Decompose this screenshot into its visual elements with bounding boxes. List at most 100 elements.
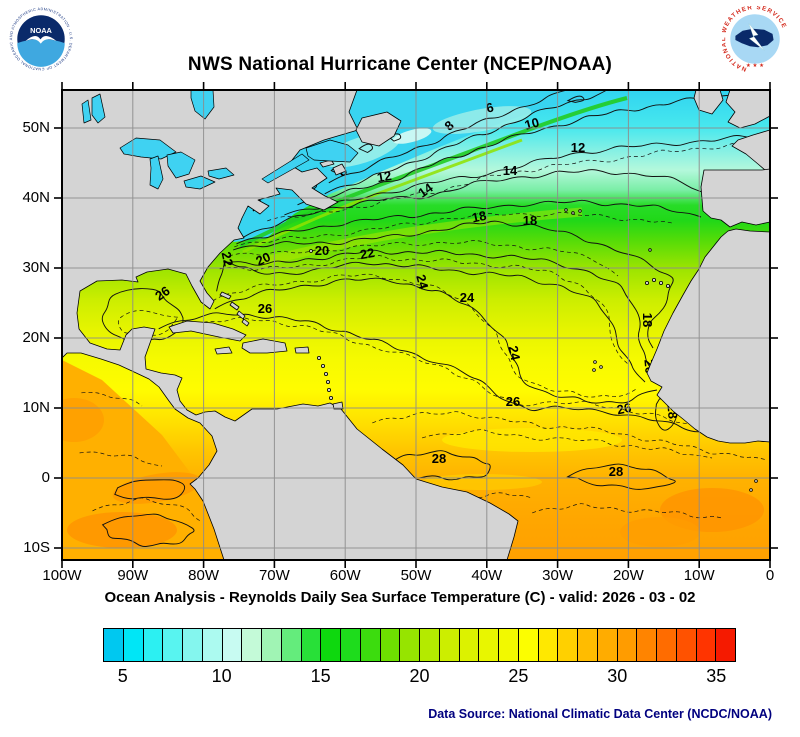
colorbar-cell [262, 629, 282, 661]
isotherm-label: 24 [506, 344, 524, 362]
isotherm-dashed [81, 392, 143, 407]
isotherm-solid [328, 90, 568, 184]
land-jamaica [214, 346, 233, 355]
isotherm-label: 24 [460, 290, 475, 305]
lon-label: 60W [329, 567, 361, 584]
lon-label: 30W [542, 567, 574, 584]
colorbar-cell [499, 629, 519, 661]
lon-label: 0 [765, 567, 775, 584]
isotherm-label: 20 [253, 249, 272, 269]
isotherm-dashed [234, 211, 673, 248]
isotherm-solid [566, 95, 585, 103]
colorbar-cell [420, 629, 440, 661]
colorbar-tick-label: 20 [409, 666, 430, 686]
nws-stars: ★ ★ ★ [746, 62, 764, 69]
isotherm-dashed [422, 429, 713, 459]
isotherm-solid [158, 312, 770, 442]
colorbar-tick-label: 25 [508, 666, 529, 686]
isotherm-label: 18 [640, 313, 655, 327]
colorbar-cell [578, 629, 598, 661]
isotherm-label: 24 [413, 273, 431, 292]
isotherm-solid [384, 450, 491, 481]
noaa-logo: NATIONAL OCEANIC AND ATMOSPHERIC ADMINIS… [8, 6, 72, 71]
isotherm-label: 18 [470, 208, 487, 226]
isotherm-solid [214, 277, 658, 404]
noaa-seagull-icon [25, 36, 57, 44]
isotherm-dashed [117, 310, 179, 336]
isotherm-label: 28 [609, 464, 623, 479]
land-small-islands [309, 208, 758, 492]
nws-logo: NATIONAL WEATHER SERVICE ★ ★ ★ [722, 6, 787, 72]
isotherm-solid [324, 90, 608, 195]
colorbar-cell [597, 629, 618, 661]
temperature-colorbar [103, 628, 736, 662]
colorbar-cell [341, 629, 361, 661]
isotherm-label: 26 [615, 400, 632, 418]
colorbar-tick-label: 15 [310, 666, 331, 686]
lon-label: 10W [683, 567, 715, 584]
lake-huron [166, 151, 196, 179]
page-title: NWS National Hurricane Center (NCEP/NOAA… [187, 54, 613, 75]
lake-erie [183, 175, 216, 190]
isotherm-dashed [228, 240, 619, 277]
lake-winnipeg [81, 93, 106, 124]
james-bay [190, 90, 215, 120]
lat-label: 40N [22, 189, 50, 206]
colorbar-cell [538, 629, 559, 661]
isotherm-label: 12 [376, 168, 393, 185]
colorbar-cell [183, 629, 203, 661]
colorbar-cell [143, 629, 164, 661]
colorbar-cell [202, 629, 223, 661]
colorbar-cell [518, 629, 539, 661]
isotherm-label: 20 [315, 243, 329, 258]
lat-label: 50N [22, 119, 50, 136]
land-newfoundland [355, 111, 402, 147]
isotherm-label: 28 [432, 451, 446, 466]
land-puerto-rico [294, 346, 310, 354]
colorbar-cell [163, 629, 183, 661]
colorbar-cell [123, 629, 144, 661]
map-caption: Ocean Analysis - Reynolds Daily Sea Surf… [104, 589, 696, 606]
land-africa [646, 228, 770, 444]
isotherm-label: 14 [503, 163, 518, 178]
land-trinidad [332, 401, 344, 410]
data-source-note: Data Source: National Climatic Data Cent… [428, 707, 772, 721]
isotherm-label: 18 [523, 213, 537, 228]
colorbar-cell [676, 629, 697, 661]
colorbar-cell [222, 629, 243, 661]
landmasses [62, 90, 770, 560]
colorbar-tick-label: 30 [607, 666, 628, 686]
isotherm-dashed [532, 503, 723, 519]
colorbar-cell [281, 629, 302, 661]
isotherm-label: 22 [219, 250, 237, 267]
isotherm-dashed [267, 139, 770, 222]
colorbar-cell [558, 629, 578, 661]
isotherm-solid [101, 513, 195, 547]
lon-label: 100W [42, 567, 82, 584]
isotherm-label: 26 [258, 301, 272, 316]
lon-label: 90W [117, 567, 149, 584]
lat-label: 20N [22, 329, 50, 346]
lat-label: 10N [22, 399, 50, 416]
lat-label: 10S [23, 539, 50, 556]
isotherm-dashed [372, 411, 768, 461]
isotherm-solid [114, 479, 186, 500]
isotherm-contours [79, 90, 770, 547]
land-americas [62, 90, 519, 560]
isotherm-dashed [190, 317, 753, 439]
colorbar-cell [657, 629, 677, 661]
lon-label: 50W [400, 567, 432, 584]
isotherm-label: 12 [571, 140, 585, 155]
colorbar-cell [459, 629, 480, 661]
colorbar-tick-label: 10 [211, 666, 232, 686]
colorbar-cell [439, 629, 460, 661]
colorbar-cell [301, 629, 322, 661]
colorbar-cell [400, 629, 420, 661]
isotherm-solid [240, 169, 703, 240]
isotherm-dashed [219, 255, 629, 365]
lat-label: 0 [41, 469, 50, 486]
isotherm-solid [284, 134, 770, 216]
colorbar-tick-label: 5 [117, 666, 128, 686]
colorbar-cell [716, 629, 735, 661]
